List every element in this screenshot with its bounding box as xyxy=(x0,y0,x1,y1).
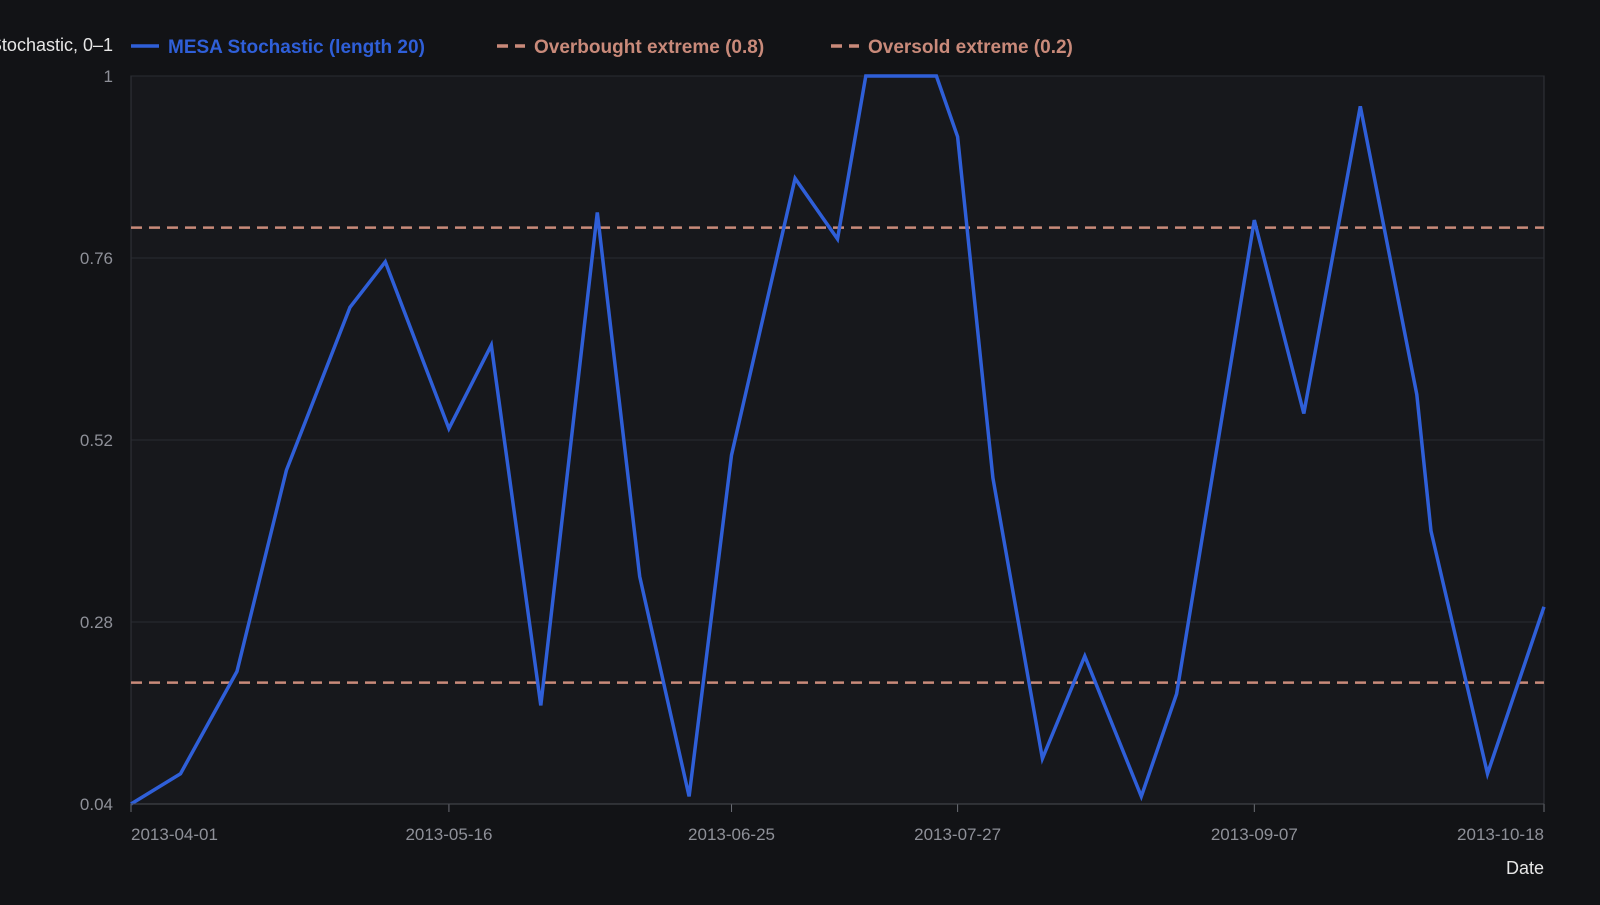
y-tick-label: 0.76 xyxy=(80,249,113,268)
legend-item: Overbought extreme (0.8) xyxy=(497,37,764,58)
series-lines xyxy=(130,74,1546,806)
axes: 0.04 0.28 0.52 0.76 1 2013-04-01 2013-05-16 201… xyxy=(80,67,1545,844)
x-axis-title: Date xyxy=(1506,858,1544,878)
x-tick-label: 2013-04-01 xyxy=(131,825,218,844)
reference-lines xyxy=(131,226,1544,684)
legend-item: Oversold extreme (0.2) xyxy=(831,37,1073,58)
legend-item: MESA Stochastic (length 20) xyxy=(131,37,425,58)
y-tick-label: 0.04 xyxy=(80,795,113,814)
x-tick-label: 2013-09-07 xyxy=(1211,825,1298,844)
x-tick-label: 2013-06-25 xyxy=(688,825,775,844)
x-tick-label: 2013-10-18 xyxy=(1457,825,1544,844)
y-tick-label: 1 xyxy=(104,67,113,86)
y-axis-title: Stochastic, 0–1 xyxy=(0,35,113,55)
y-tick-label: 0.52 xyxy=(80,431,113,450)
x-tick-label: 2013-05-16 xyxy=(405,825,492,844)
x-tick-label: 2013-07-27 xyxy=(914,825,1001,844)
series-line-mesa-stochastic xyxy=(130,74,1546,806)
legend: MESA Stochastic (length 20) Overbought ex… xyxy=(131,37,1073,58)
legend-label: Overbought extreme (0.8) xyxy=(534,37,764,58)
y-tick-label: 0.28 xyxy=(80,613,113,632)
legend-label: Oversold extreme (0.2) xyxy=(868,37,1073,58)
legend-label: MESA Stochastic (length 20) xyxy=(168,37,425,58)
